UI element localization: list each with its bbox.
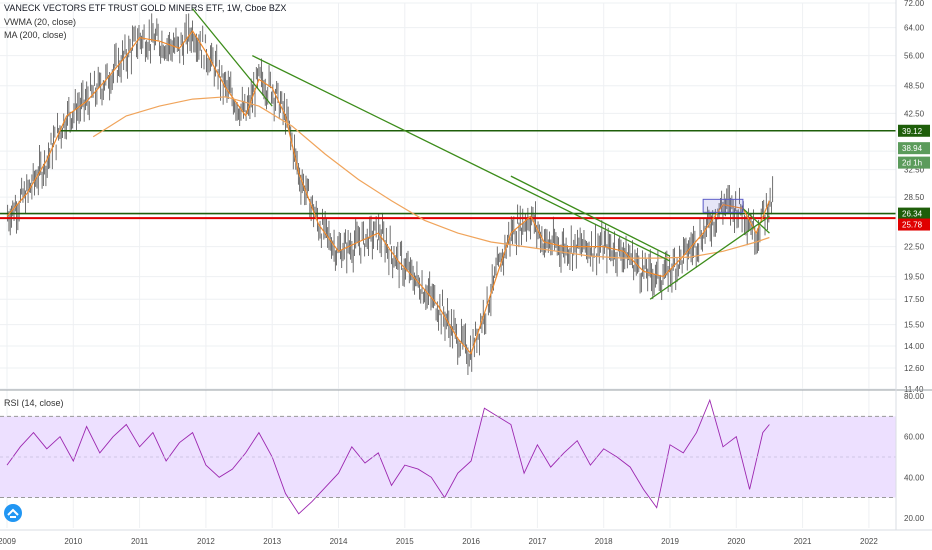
price-tag-support-lower — [898, 218, 930, 231]
price-tick-label: 56.00 — [904, 52, 925, 61]
rsi-line — [6, 398, 770, 515]
price-tag-label: 39.12 — [902, 127, 923, 136]
price-tick-label: 22.50 — [904, 243, 925, 252]
price-bars — [7, 13, 774, 375]
x-tick-label: 2020 — [727, 537, 745, 546]
chart-title: VANECK VECTORS ETF TRUST GOLD MINERS ETF… — [4, 3, 287, 13]
horizontal-lines[interactable] — [0, 129, 896, 220]
trendlines[interactable] — [192, 8, 770, 300]
x-tick-label: 2016 — [462, 537, 480, 546]
price-tick-label: 17.50 — [904, 295, 925, 304]
trendline[interactable] — [742, 207, 770, 234]
price-tag-label: 25.78 — [902, 221, 923, 230]
series-lines — [6, 29, 770, 515]
consolidation-box[interactable] — [702, 198, 744, 213]
rsi-axis: 80.00 60.00 40.00 20.00 — [0, 392, 925, 523]
ma-legend[interactable]: MA (200, close) — [4, 30, 67, 40]
consolidation-rect[interactable] — [702, 198, 744, 213]
trendline[interactable] — [649, 215, 770, 300]
price-tags: 39.12 38.94 2d 1h 26.34 25.78 — [898, 124, 930, 231]
x-tick-label: 2017 — [529, 537, 547, 546]
price-tick-label: 15.50 — [904, 321, 925, 330]
price-tag-support-upper — [898, 207, 930, 220]
price-tick-label: 72.00 — [904, 0, 925, 8]
x-tick-label: 2009 — [0, 537, 16, 546]
x-tick-label: 2011 — [131, 537, 149, 546]
price-tag-countdown — [898, 156, 930, 169]
x-tick-label: 2021 — [794, 537, 812, 546]
price-tag-label: 2d 1h — [902, 159, 922, 168]
tradingview-logo-icon[interactable] — [4, 504, 22, 522]
price-tag-last — [898, 142, 930, 155]
x-axis: 2009 2010 2011 2012 2013 2014 2015 2016 2017 2018… — [0, 529, 932, 546]
price-tick-label: 32.50 — [904, 166, 925, 175]
vwma-legend[interactable]: VWMA (20, close) — [4, 17, 77, 27]
rsi-legend[interactable]: RSI (14, close) — [4, 398, 64, 408]
price-tag-label: 38.94 — [902, 144, 923, 153]
price-tick-label: 28.50 — [904, 193, 925, 202]
rsi-tick-label: 60.00 — [904, 433, 925, 442]
price-axis: 72.0064.0056.0048.5042.5035.5032.5028.50… — [904, 0, 925, 394]
x-tick-label: 2013 — [263, 537, 281, 546]
x-tick-label: 2018 — [595, 537, 613, 546]
price-tick-label: 12.60 — [904, 364, 925, 373]
trendline[interactable] — [510, 175, 671, 257]
price-tick-label: 64.00 — [904, 24, 925, 33]
price-tick-label: 48.50 — [904, 82, 925, 91]
x-tick-label: 2012 — [197, 537, 215, 546]
x-tick-label: 2014 — [330, 537, 348, 546]
price-tick-label: 42.50 — [904, 109, 925, 118]
price-tag-resistance — [898, 124, 930, 137]
ma-line — [92, 96, 770, 259]
x-tick-label: 2010 — [64, 537, 82, 546]
price-tick-label: 19.50 — [904, 273, 925, 282]
x-tick-label: 2022 — [860, 537, 878, 546]
x-tick-label: 2019 — [661, 537, 679, 546]
rsi-tick-label: 20.00 — [904, 514, 925, 523]
price-tag-label: 26.34 — [902, 210, 923, 219]
price-tick-label: 14.00 — [904, 342, 925, 351]
trendline[interactable] — [192, 8, 273, 107]
vwma-line — [6, 29, 770, 355]
x-tick-label: 2015 — [396, 537, 414, 546]
rsi-tick-label: 80.00 — [904, 392, 925, 401]
trendline[interactable] — [252, 55, 671, 262]
rsi-tick-label: 40.00 — [904, 473, 925, 482]
